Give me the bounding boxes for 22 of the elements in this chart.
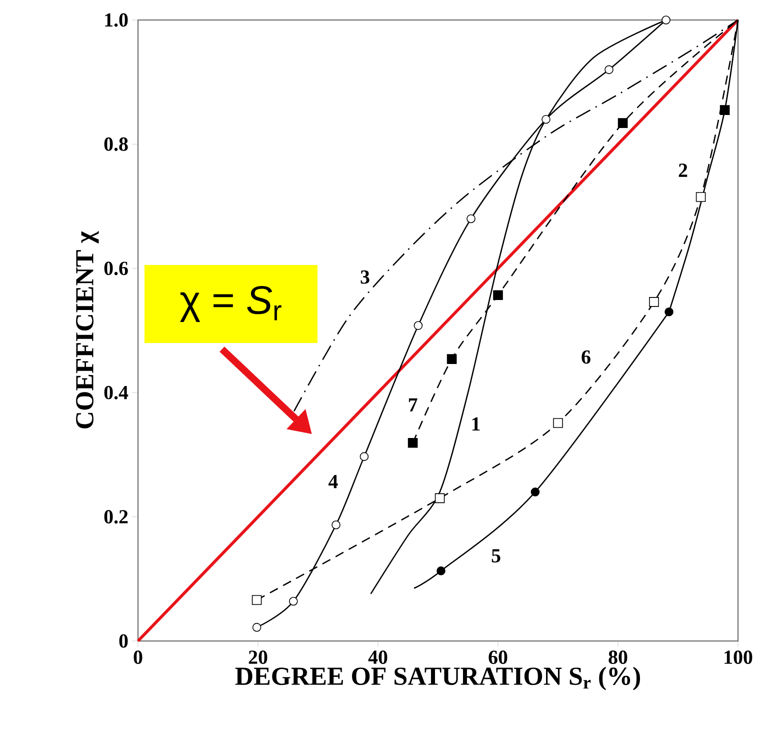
series-label: 4 (328, 475, 338, 488)
series-label: 3 (360, 270, 370, 284)
y-tick-label: 0.4 (104, 386, 128, 400)
x-tick-label: 20 (248, 650, 268, 664)
annotation: χ = S$_{r}$ (180, 286, 282, 322)
x-axis-title: DEGREE OF SATURATION S$_{r}$ (%) (235, 666, 640, 690)
y-tick-label: 0.8 (104, 137, 128, 151)
series-label: 7 (408, 398, 418, 412)
series-label: 1 (472, 417, 480, 431)
y-tick-label: 0.2 (104, 510, 128, 524)
x-tick-label: 80 (608, 650, 628, 664)
x-tick-label: 40 (368, 650, 388, 664)
y-tick-label: 1.0 (105, 13, 128, 27)
series-label: 2 (678, 164, 688, 177)
series-label: 6 (582, 350, 590, 364)
x-tick-label: 60 (488, 650, 508, 664)
series-label: 5 (492, 549, 500, 562)
y-tick-label: 0 (119, 634, 128, 648)
x-tick-label: 100 (724, 650, 752, 664)
x-tick-label: 0 (134, 650, 142, 664)
y-tick-label: 0.6 (104, 262, 128, 276)
y-axis-title: COEFFICIENT χ (76, 231, 99, 428)
